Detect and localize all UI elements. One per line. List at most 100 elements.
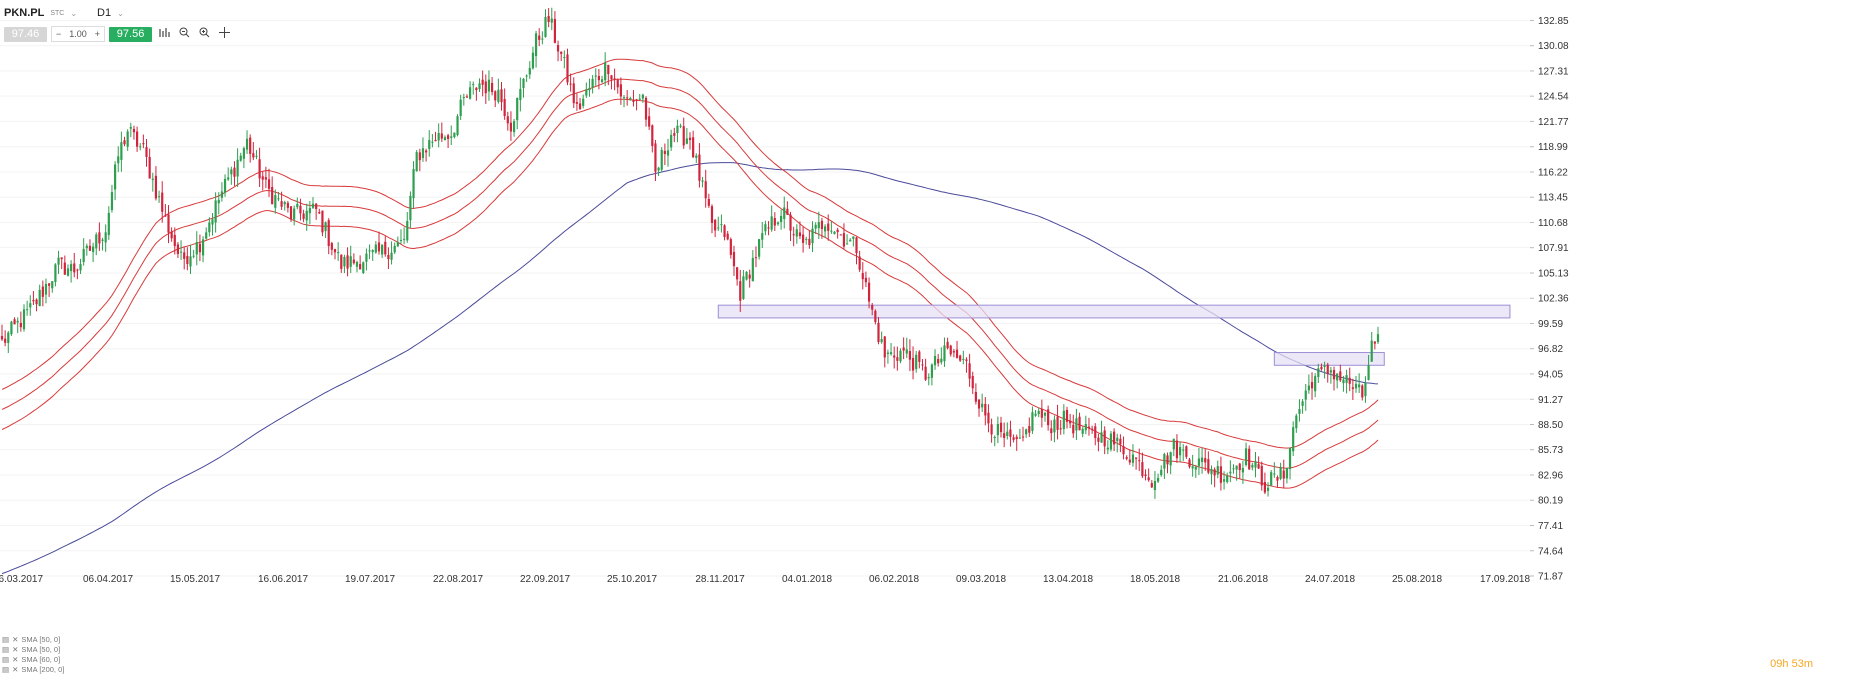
legend-item[interactable]: ▤ ✕ SMA [200, 0]	[2, 665, 65, 674]
timeframe-label[interactable]: D1	[97, 7, 112, 19]
candle-body	[1336, 373, 1339, 381]
candle-body	[1285, 467, 1288, 479]
candle-body	[519, 88, 522, 101]
candle-body	[974, 391, 977, 402]
candle-body	[1147, 477, 1150, 481]
candle-body	[255, 155, 258, 157]
candle-body	[434, 139, 437, 142]
candle-body	[820, 220, 824, 229]
candle-body	[311, 203, 315, 208]
candle-body	[773, 218, 776, 226]
candle-body	[955, 349, 959, 358]
candle-body	[271, 186, 274, 205]
y-tick-label: 116.22	[1538, 167, 1568, 178]
candle-body	[135, 131, 139, 147]
candle-body	[692, 137, 695, 158]
candle-body	[1059, 428, 1062, 430]
candle-body	[26, 309, 29, 311]
candle-body	[852, 236, 855, 239]
candle-body	[626, 97, 629, 99]
candle-body	[1254, 461, 1257, 468]
sma-envelope-line-1	[1, 98, 1379, 489]
zoom-out-icon[interactable]	[176, 27, 192, 41]
candle-body	[195, 241, 198, 255]
candle-body	[582, 98, 585, 106]
candle-body	[19, 322, 22, 328]
candle-body	[585, 89, 588, 96]
candle-body	[384, 241, 387, 255]
legend-item[interactable]: ▤ ✕ SMA [50, 0]	[2, 635, 61, 644]
symbol-label[interactable]: PKN.PL	[4, 7, 45, 19]
chevron-down-icon[interactable]: ⌄	[70, 8, 78, 18]
x-tick-label: 24.07.2018	[1305, 574, 1355, 585]
candle-body	[544, 17, 547, 37]
candle-body	[10, 321, 13, 335]
close-icon[interactable]: ✕	[12, 655, 19, 664]
quantity-value[interactable]: 1.00	[69, 29, 87, 39]
increment-icon[interactable]: +	[94, 29, 101, 39]
candle-body	[1207, 459, 1210, 473]
candle-body	[657, 167, 660, 171]
x-tick-label: 09.03.2018	[956, 574, 1006, 585]
exchange-label: STC	[50, 9, 65, 17]
candle-body	[670, 134, 673, 148]
chevron-down-icon[interactable]: ⌄	[117, 8, 124, 18]
candle-body	[908, 351, 912, 360]
close-icon[interactable]: ✕	[12, 645, 19, 654]
candle-body	[242, 148, 245, 159]
y-tick-label: 88.50	[1538, 420, 1563, 431]
bar-chart-icon[interactable]	[156, 27, 172, 41]
settings-icon[interactable]: ▤	[2, 645, 10, 654]
candle-body	[440, 133, 443, 139]
candle-body	[129, 126, 132, 129]
legend-item[interactable]: ▤ ✕ SMA [50, 0]	[2, 645, 61, 654]
candle-body	[622, 97, 626, 99]
settings-icon[interactable]: ▤	[2, 665, 10, 674]
candle-body	[1364, 382, 1367, 397]
settings-icon[interactable]: ▤	[2, 635, 10, 644]
candle-body	[161, 192, 164, 212]
close-icon[interactable]: ✕	[12, 665, 19, 674]
candle-body	[933, 356, 937, 366]
candle-body	[258, 159, 261, 179]
candle-body	[1241, 468, 1245, 473]
candle-body	[506, 116, 509, 124]
quantity-stepper[interactable]: − 1.00 +	[51, 26, 106, 42]
candle-body	[534, 33, 538, 57]
candle-body	[849, 239, 852, 242]
crosshair-icon[interactable]	[216, 27, 232, 41]
candle-body	[547, 16, 550, 22]
candle-body	[1012, 437, 1015, 440]
candle-body	[1172, 438, 1175, 450]
candle-body	[1119, 438, 1122, 445]
candle-body	[293, 208, 296, 220]
candle-body	[959, 355, 962, 361]
candle-body	[1043, 412, 1047, 416]
candle-body	[205, 232, 208, 239]
candle-body	[588, 87, 591, 91]
candle-body	[1213, 469, 1216, 476]
candle-body	[673, 133, 676, 136]
candle-body	[723, 225, 726, 238]
candle-body	[858, 256, 861, 270]
price-axis: 132.85 130.08 127.31 124.54 121.77 118.99 116.…	[1530, 16, 1569, 583]
legend-item[interactable]: ▤ ✕ SMA [60, 0]	[2, 655, 61, 664]
candle-body	[1084, 423, 1087, 431]
decrement-icon[interactable]: −	[56, 29, 62, 39]
close-icon[interactable]: ✕	[12, 635, 19, 644]
settings-icon[interactable]: ▤	[2, 655, 10, 664]
candle-body	[1266, 487, 1270, 491]
candle-body	[302, 213, 305, 219]
candle-body	[977, 399, 981, 409]
buy-price-button[interactable]: 97.56	[109, 26, 153, 42]
candle-body	[1141, 462, 1144, 477]
zoom-in-icon[interactable]	[196, 27, 212, 41]
x-tick-label: 06.04.2017	[83, 574, 133, 585]
candle-body	[1075, 418, 1078, 431]
sell-price-button[interactable]: 97.46	[4, 26, 47, 42]
candle-body	[148, 156, 151, 179]
candle-body	[1216, 466, 1219, 475]
candle-body	[406, 220, 409, 241]
candle-body	[594, 75, 597, 77]
